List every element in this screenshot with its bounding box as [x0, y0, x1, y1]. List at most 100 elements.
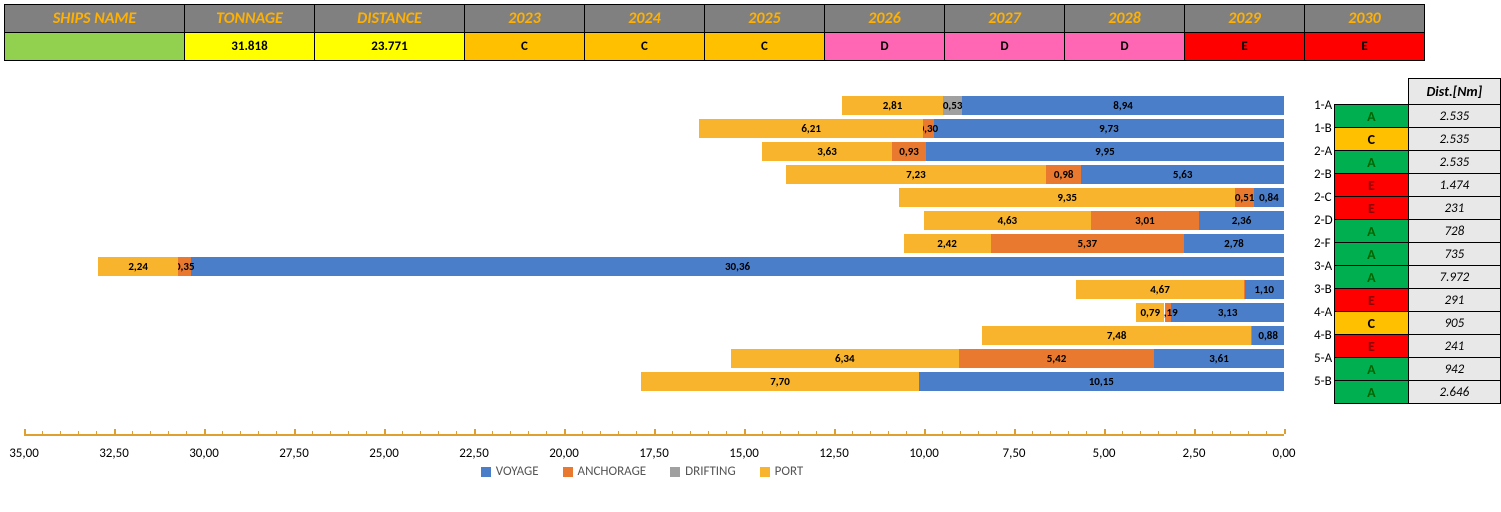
dist-cell-8: 291 — [1408, 289, 1500, 312]
xtick-label: 7,50 — [1002, 446, 1025, 461]
segment-voyage: 1,10 — [1244, 280, 1284, 299]
grade-cell-8: E — [1335, 289, 1409, 312]
header-col-2030: 2030 — [1305, 5, 1425, 33]
xtick-label: 15,00 — [729, 446, 759, 461]
segment-voyage: 8,94 — [962, 96, 1284, 115]
header-table: SHIPS NAMETONNAGEDISTANCE202320242025202… — [4, 4, 1425, 61]
segment-port: 4,63 — [924, 211, 1091, 230]
chart-legend: VOYAGE ANCHORAGE DRIFTING PORT — [0, 464, 1284, 479]
segment-port: 7,70 — [641, 372, 918, 391]
dist-cell-11: 942 — [1408, 358, 1500, 381]
xtick-label: 0,00 — [1272, 446, 1295, 461]
xtick-label: 25,00 — [369, 446, 399, 461]
segment-voyage: 9,95 — [926, 142, 1284, 161]
header-value-1: 31.818 — [185, 33, 315, 61]
grade-cell-6: A — [1335, 243, 1409, 266]
header-col-2024: 2024 — [585, 5, 705, 33]
segment-port: 6,34 — [731, 349, 959, 368]
segment-port: 4,67 — [1076, 280, 1244, 299]
grade-cell-5: A — [1335, 220, 1409, 243]
distance-grade-table: Dist.[Nm]A2.535C2.535A2.535E1.474E231A72… — [1334, 78, 1501, 404]
grade-cell-0: A — [1335, 105, 1409, 128]
legend-item-anchorage: ANCHORAGE — [563, 464, 647, 479]
segment-anchorage: 0,30 — [923, 119, 934, 138]
segment-voyage: 5,63 — [1081, 165, 1284, 184]
segment-anchorage: 0,93 — [892, 142, 925, 161]
segment-port: 0,79 — [1136, 303, 1164, 322]
header-col-2028: 2028 — [1065, 5, 1185, 33]
grade-cell-1: C — [1335, 128, 1409, 151]
header-value-0 — [5, 33, 185, 61]
segment-port: 6,21 — [699, 119, 923, 138]
segment-anchorage: 5,37 — [991, 234, 1184, 253]
header-col-2025: 2025 — [705, 5, 825, 33]
segment-anchorage: 0,19 — [1165, 303, 1172, 322]
header-value-10: E — [1305, 33, 1425, 61]
header-value-2: 23.771 — [315, 33, 465, 61]
header-col-distance: DISTANCE — [315, 5, 465, 33]
grade-cell-3: E — [1335, 174, 1409, 197]
side-header-dist: Dist.[Nm] — [1408, 79, 1500, 105]
segment-port: 2,81 — [842, 96, 943, 115]
segment-voyage: 3,61 — [1154, 349, 1284, 368]
grade-cell-7: A — [1335, 266, 1409, 289]
header-col-2023: 2023 — [465, 5, 585, 33]
xtick-label: 5,00 — [1092, 446, 1115, 461]
header-col-2026: 2026 — [825, 5, 945, 33]
segment-port: 3,63 — [762, 142, 893, 161]
header-value-9: E — [1185, 33, 1305, 61]
grade-cell-10: E — [1335, 335, 1409, 358]
header-col-2027: 2027 — [945, 5, 1065, 33]
header-value-5: C — [705, 33, 825, 61]
segment-voyage: 0,84 — [1254, 188, 1284, 207]
segment-voyage: 2,36 — [1199, 211, 1284, 230]
xtick-label: 22,50 — [459, 446, 489, 461]
x-axis: 0,002,505,007,5010,0012,5015,0017,5020,0… — [24, 434, 1284, 446]
dist-cell-12: 2.646 — [1408, 381, 1500, 404]
xtick-label: 20,00 — [549, 446, 579, 461]
segment-port: 9,35 — [899, 188, 1236, 207]
dist-cell-0: 2.535 — [1408, 105, 1500, 128]
segment-drifting: 0,53 — [943, 96, 962, 115]
header-value-8: D — [1065, 33, 1185, 61]
dist-cell-6: 735 — [1408, 243, 1500, 266]
grade-cell-9: C — [1335, 312, 1409, 335]
xtick-label: 27,50 — [279, 446, 309, 461]
segment-anchorage: 0,03 — [1251, 326, 1252, 345]
segment-voyage: 10,15 — [919, 372, 1284, 391]
grade-cell-2: A — [1335, 151, 1409, 174]
dist-cell-7: 7.972 — [1408, 266, 1500, 289]
segment-anchorage: 5,42 — [959, 349, 1154, 368]
segment-voyage: 3,13 — [1171, 303, 1284, 322]
segment-voyage: 30,36 — [191, 257, 1284, 276]
dist-cell-4: 231 — [1408, 197, 1500, 220]
segment-anchorage: 0,51 — [1235, 188, 1253, 207]
header-col-2029: 2029 — [1185, 5, 1305, 33]
dist-cell-1: 2.535 — [1408, 128, 1500, 151]
dist-cell-2: 2.535 — [1408, 151, 1500, 174]
segment-voyage: 9,73 — [934, 119, 1284, 138]
xtick-label: 2,50 — [1182, 446, 1205, 461]
header-value-4: C — [585, 33, 705, 61]
legend-item-voyage: VOYAGE — [481, 464, 539, 479]
xtick-label: 17,50 — [639, 446, 669, 461]
header-value-3: C — [465, 33, 585, 61]
segment-port: 7,48 — [982, 326, 1251, 345]
xtick-label: 10,00 — [909, 446, 939, 461]
segment-anchorage: 3,01 — [1091, 211, 1199, 230]
dist-cell-10: 241 — [1408, 335, 1500, 358]
header-value-6: D — [825, 33, 945, 61]
segment-port: 2,42 — [904, 234, 991, 253]
legend-item-drifting: DRIFTING — [670, 464, 736, 479]
grade-cell-11: A — [1335, 358, 1409, 381]
xtick-label: 35,00 — [9, 446, 39, 461]
dist-cell-3: 1.474 — [1408, 174, 1500, 197]
header-value-7: D — [945, 33, 1065, 61]
grade-cell-12: A — [1335, 381, 1409, 404]
dist-cell-5: 728 — [1408, 220, 1500, 243]
grade-cell-4: E — [1335, 197, 1409, 220]
dist-cell-9: 905 — [1408, 312, 1500, 335]
legend-item-port: PORT — [760, 464, 804, 479]
xtick-label: 12,50 — [819, 446, 849, 461]
segment-port: 7,23 — [786, 165, 1046, 184]
